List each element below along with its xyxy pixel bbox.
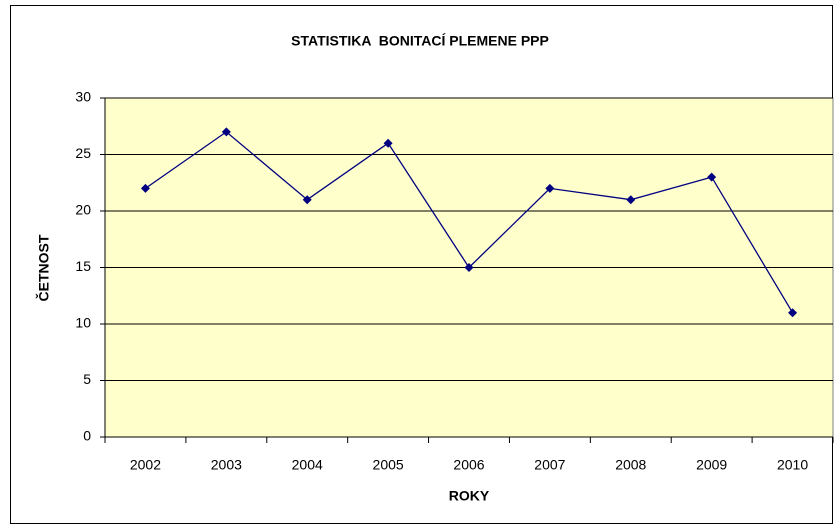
x-tick-label: 2003 <box>211 457 242 473</box>
y-tick-label: 15 <box>75 258 91 274</box>
x-tick-label: 2006 <box>453 457 484 473</box>
x-tick-label: 2002 <box>130 457 161 473</box>
data-point <box>788 308 798 318</box>
x-tick-label: 2008 <box>615 457 646 473</box>
x-tick-label: 2004 <box>292 457 323 473</box>
y-tick-label: 20 <box>75 202 91 218</box>
y-tick-label: 10 <box>75 315 91 331</box>
y-axis-label: ČETNOST <box>35 234 52 301</box>
x-tick-label: 2010 <box>777 457 808 473</box>
chart-title: STATISTIKA BONITACÍ PLEMENE PPP <box>291 33 549 49</box>
x-tick-label: 2009 <box>696 457 727 473</box>
data-point <box>545 183 555 193</box>
y-tick-label: 30 <box>75 89 91 105</box>
x-tick-label: 2005 <box>373 457 404 473</box>
y-tick-label: 0 <box>83 428 91 444</box>
data-point <box>140 183 150 193</box>
x-tick-label: 2007 <box>534 457 565 473</box>
x-axis-label: ROKY <box>449 488 490 504</box>
data-point <box>383 138 393 148</box>
data-point <box>626 195 636 205</box>
data-point <box>464 263 474 272</box>
data-point <box>302 195 312 205</box>
data-point <box>707 172 717 182</box>
y-tick-label: 5 <box>83 371 91 387</box>
y-tick-label: 25 <box>75 145 91 161</box>
data-point <box>221 127 231 137</box>
